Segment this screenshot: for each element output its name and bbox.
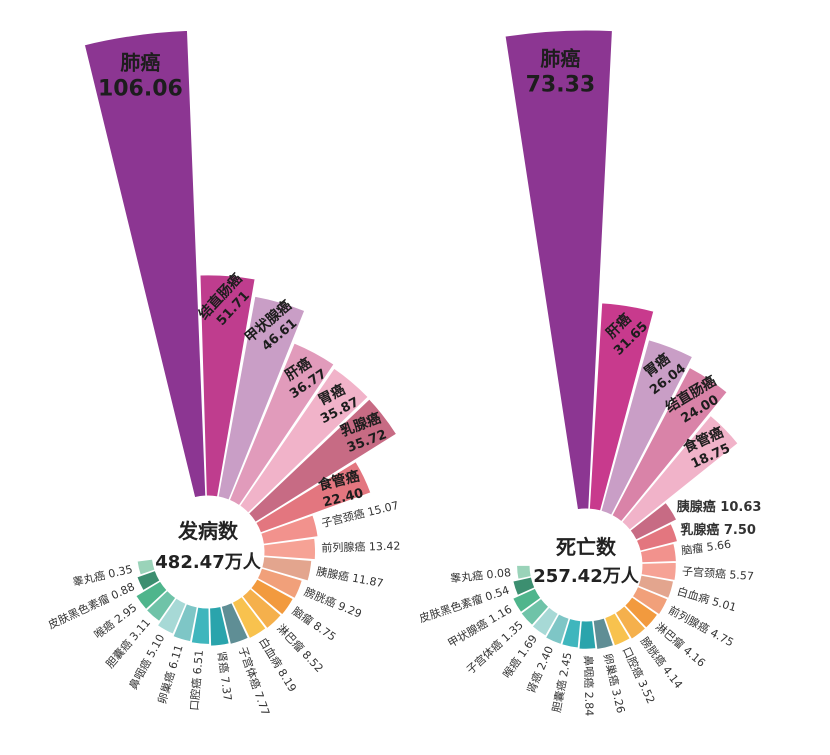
slice-label: 睾丸癌 0.08 [449,565,511,585]
rose-slice-7 [639,542,677,564]
rose-slice-3 [611,366,728,523]
rose-slice-1 [199,274,256,498]
slice-label: 前列腺癌 13.42 [321,539,400,555]
slice-label-name: 肺癌 [120,51,160,75]
rose-slice-16 [190,606,211,645]
slice-label: 胰腺癌 10.63 [677,499,762,515]
rose-slice-14 [220,602,249,646]
rose-slice-2 [217,295,306,501]
rose-slice-1 [588,302,655,512]
rose-slice-6 [255,460,372,534]
rose-slice-21 [512,576,536,597]
center-disc [158,502,258,602]
rose-slice-8 [640,561,677,582]
rose-slice-15 [578,620,597,650]
rose-slice-3 [228,342,335,507]
rose-slice-12 [241,587,282,630]
rose-slice-4 [621,414,739,531]
slice-label: 乳腺癌 7.50 [680,522,756,538]
rose-slice-19 [145,589,177,623]
rose-slice-18 [156,597,187,635]
rose-slice-18 [531,606,559,637]
rose-slice-0 [83,29,207,499]
rose-slice-8 [262,537,316,561]
center-disc [536,515,636,615]
slice-label: 脑瘤 5.66 [680,537,731,558]
rose-slice-5 [629,501,678,541]
slice-label: 胰腺癌 11.87 [315,564,384,590]
rose-slice-17 [172,603,198,643]
rose-slice-12 [614,605,647,640]
rose-slice-15 [209,605,230,647]
rose-slice-13 [231,595,267,640]
rose-slice-22 [136,558,156,576]
rose-slice-11 [250,578,294,616]
incidence-center-title: 发病数 [177,519,239,543]
slice-label-value: 73.33 [526,73,596,98]
rose-slice-14 [592,617,615,651]
rose-slice-10 [256,567,303,600]
incidence-center-total: 482.47万人 [155,552,261,573]
rose-slice-7 [260,514,319,545]
rose-slice-2 [600,339,694,516]
rose-slice-6 [635,523,679,552]
slice-label: 鼻咽癌 2.84 [582,655,597,716]
mortality-rose-chart: 肺癌73.33肝癌31.65胃癌26.04结直肠癌24.00食管癌18.75胰腺… [417,29,762,716]
slice-label: 肾癌 7.37 [215,650,235,701]
rose-slice-20 [512,587,542,614]
slice-label: 口腔癌 6.51 [187,649,206,711]
rose-slice-21 [136,569,161,592]
slice-label-value: 106.06 [98,77,183,102]
rose-slice-11 [624,596,659,629]
rose-slice-10 [631,585,669,616]
rose-slice-4 [239,367,369,514]
incidence-rose-chart: 肺癌106.06结直肠癌51.71甲状腺癌46.61肝癌36.77胃癌35.87… [46,29,401,717]
rose-slice-22 [516,564,532,580]
mortality-center-total: 257.42万人 [533,566,639,587]
slice-label: 子宫颈癌 5.57 [682,564,755,583]
rose-slice-20 [135,580,168,611]
rose-slice-19 [520,597,550,627]
slice-label: 皮肤黑色素瘤 0.88 [46,579,137,632]
rose-slice-5 [247,398,398,523]
rose-slice-0 [504,29,613,511]
mortality-center-title: 死亡数 [556,535,617,559]
rose-slice-16 [561,617,582,649]
rose-slice-17 [544,613,570,646]
rose-slice-13 [604,612,631,647]
rose-slice-9 [637,574,675,600]
slice-label-name: 肺癌 [540,47,580,71]
slice-label: 胆囊癌 2.45 [549,651,575,714]
slice-label: 卵巢癌 3.26 [601,652,628,715]
rose-slice-9 [261,556,313,582]
